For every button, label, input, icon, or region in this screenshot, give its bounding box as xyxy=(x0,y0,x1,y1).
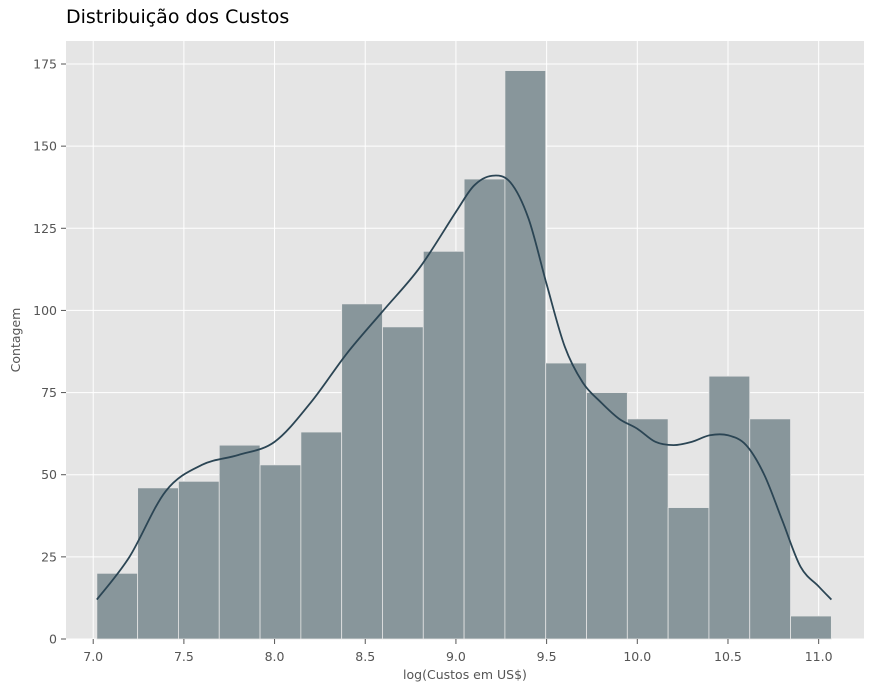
x-tick-label: 10.0 xyxy=(623,649,651,664)
histogram-bar xyxy=(382,326,424,640)
histogram-bar xyxy=(545,362,587,640)
x-tick-label: 10.5 xyxy=(714,649,742,664)
histogram-bar xyxy=(790,615,832,640)
chart-title: Distribuição dos Custos xyxy=(66,6,290,28)
histogram-bar xyxy=(749,418,791,640)
histogram-bar xyxy=(422,250,465,640)
x-tick-label: 7.0 xyxy=(83,649,103,664)
histogram-bar xyxy=(626,418,669,640)
y-tick-label: 75 xyxy=(41,385,57,400)
x-axis-ticks: 7.0 7.5 8.0 8.5 9.0 9.5 10.0 10.5 11.0 xyxy=(83,639,833,664)
histogram-bar xyxy=(463,178,506,640)
histogram-bar xyxy=(341,303,383,640)
x-tick-label: 8.0 xyxy=(265,649,285,664)
y-tick-label: 50 xyxy=(41,467,57,482)
histogram-bar xyxy=(178,480,220,640)
histogram-bars xyxy=(96,70,832,640)
y-tick-label: 0 xyxy=(49,632,57,647)
y-tick-label: 175 xyxy=(33,57,57,72)
histogram-bar xyxy=(708,375,751,640)
y-axis-label: Contagem xyxy=(8,308,23,373)
y-tick-label: 25 xyxy=(41,549,57,564)
histogram-bar xyxy=(300,431,343,640)
y-axis-ticks: 0 25 50 75 100 125 150 175 xyxy=(33,57,66,647)
x-axis-label: log(Custos em US$) xyxy=(403,667,527,682)
histogram-bar xyxy=(259,464,302,640)
kde-curve xyxy=(96,174,832,601)
y-tick-label: 150 xyxy=(33,139,57,154)
histogram-bar xyxy=(137,487,179,640)
x-tick-label: 8.5 xyxy=(355,649,375,664)
x-tick-label: 9.5 xyxy=(537,649,557,664)
histogram-bar xyxy=(586,392,628,640)
histogram-bar xyxy=(667,507,710,640)
histogram-bar xyxy=(504,70,547,640)
x-tick-label: 11.0 xyxy=(805,649,833,664)
histogram-bar xyxy=(96,572,139,640)
x-tick-label: 7.5 xyxy=(174,649,194,664)
x-tick-label: 9.0 xyxy=(446,649,466,664)
y-tick-label: 125 xyxy=(33,221,57,236)
y-tick-label: 100 xyxy=(33,303,57,318)
histogram-bar xyxy=(218,444,261,640)
